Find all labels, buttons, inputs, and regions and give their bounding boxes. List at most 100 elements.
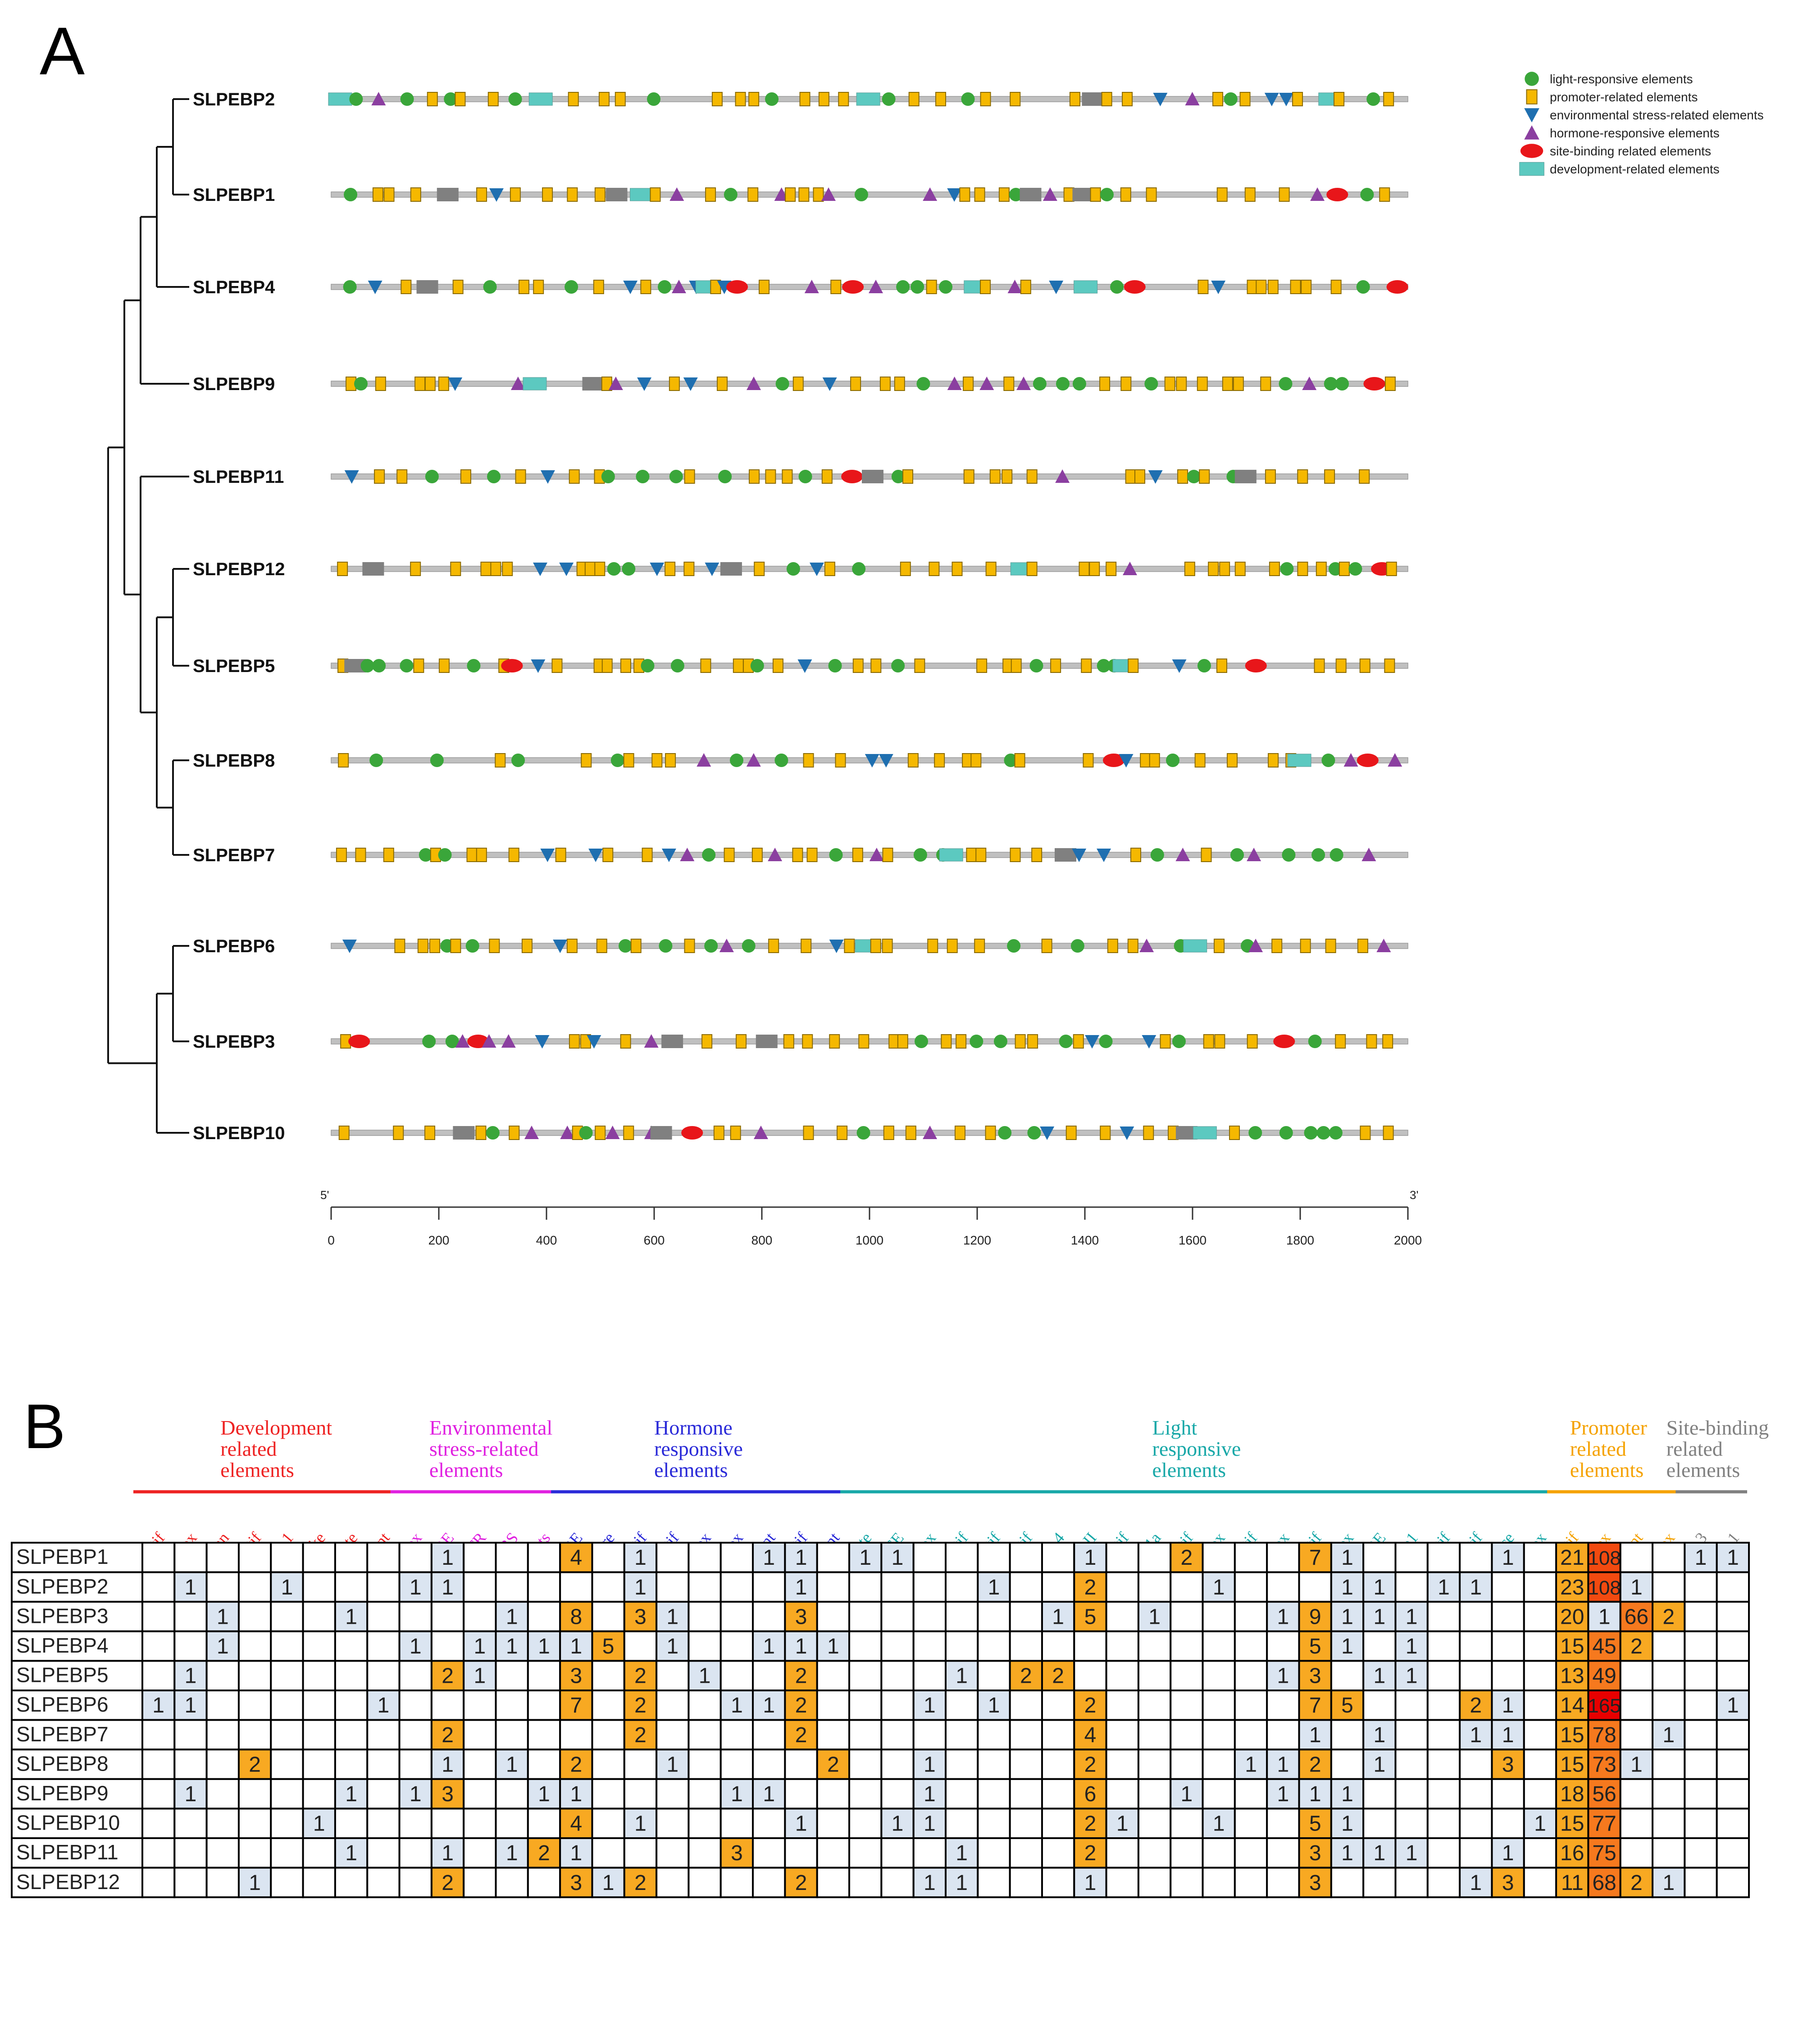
- light-responsive-mark: [419, 848, 433, 862]
- table-cell: [398, 1808, 433, 1839]
- table-cell: [1009, 1719, 1043, 1751]
- cell-value: 75: [1592, 1841, 1616, 1865]
- table-cell: [1523, 1867, 1557, 1899]
- table-cell: [527, 1660, 561, 1691]
- light-responsive-mark: [1056, 377, 1070, 391]
- table-cell: [237, 1778, 272, 1810]
- table-cell: [880, 1778, 915, 1810]
- promoter-mark: [1026, 562, 1038, 576]
- stress-mark: [809, 563, 824, 576]
- table-cell: [1137, 1542, 1172, 1573]
- table-cell: [1459, 1660, 1493, 1691]
- table-cell: [1426, 1660, 1461, 1691]
- cell-value: 1: [763, 1782, 775, 1806]
- development-mark: [328, 92, 352, 106]
- table-cell: [1684, 1778, 1718, 1810]
- cell-value: 3: [570, 1664, 582, 1688]
- table-cell: [430, 1867, 465, 1899]
- promoter-mark: [336, 848, 347, 862]
- stress-mark: [1524, 108, 1539, 123]
- cell-value: 1: [1341, 1635, 1353, 1658]
- table-cell: [302, 1571, 336, 1603]
- cell-value: 1: [795, 1812, 807, 1836]
- cell-value: 1: [538, 1635, 550, 1658]
- table-cell: [591, 1690, 625, 1721]
- cell-value: 20: [1560, 1605, 1584, 1629]
- cell-value: 1: [1341, 1782, 1353, 1806]
- cell-value: 1: [442, 1841, 454, 1865]
- stress-mark: [540, 849, 555, 862]
- table-cell: [1266, 1571, 1300, 1603]
- development-mark: [630, 188, 654, 201]
- track-SLPEBP12: [331, 562, 1408, 576]
- cell-value: 1: [378, 1694, 390, 1717]
- table-cell: [1073, 1630, 1107, 1662]
- promoter-mark: [1214, 939, 1225, 953]
- track-SLPEBP8: [331, 753, 1408, 768]
- table-cell: [977, 1660, 1011, 1691]
- table-cell: [719, 1778, 754, 1810]
- cell-value: 165: [1588, 1695, 1621, 1717]
- table-cell: [1684, 1867, 1718, 1899]
- stress-mark: [1040, 1126, 1055, 1140]
- table-cell: [656, 1690, 690, 1721]
- site-binding-mark: [348, 1035, 370, 1048]
- table-cell: [1555, 1542, 1589, 1573]
- cell-value: 1: [217, 1605, 229, 1629]
- table-cell: [205, 1660, 240, 1691]
- site-binding-mark: [1103, 754, 1125, 767]
- table-cell: [1394, 1778, 1429, 1810]
- table-cell: [1426, 1719, 1461, 1751]
- promoter-mark: [684, 939, 695, 953]
- cell-value: 1: [1406, 1841, 1418, 1865]
- cell-value: 2: [795, 1694, 807, 1717]
- promoter-mark: [799, 92, 810, 106]
- promoter-mark: [830, 280, 842, 294]
- site-binding-mark: [1363, 377, 1385, 391]
- table-cell: [912, 1719, 947, 1751]
- light-responsive-mark: [1329, 848, 1343, 862]
- cell-value: 13: [1560, 1664, 1584, 1688]
- cell-value: 1: [634, 1812, 647, 1836]
- promoter-mark: [870, 659, 882, 673]
- table-cell: [1619, 1808, 1654, 1839]
- row-name: SLPEBP1: [16, 1545, 109, 1568]
- hormone-mark: [923, 1126, 938, 1139]
- table-cell: [1652, 1690, 1686, 1721]
- light-responsive-mark: [1329, 562, 1343, 576]
- table-cell: [173, 1749, 208, 1780]
- table-cell: [398, 1837, 433, 1869]
- cell-value: 68: [1592, 1871, 1616, 1895]
- promoter-mark: [414, 377, 426, 391]
- cell-value: 1: [1084, 1546, 1097, 1570]
- cell-value: 2: [1630, 1871, 1643, 1895]
- table-cell: [398, 1867, 433, 1899]
- promoter-mark: [1020, 280, 1031, 294]
- table-cell: [527, 1749, 561, 1780]
- light-responsive-mark: [636, 470, 650, 483]
- promoter-mark: [1247, 1034, 1258, 1049]
- table-cell: [784, 1601, 818, 1632]
- unknown-mark: [756, 1035, 778, 1048]
- cell-value: 3: [634, 1605, 647, 1629]
- hormone-mark: [455, 1034, 470, 1048]
- table-cell: [945, 1601, 979, 1632]
- cell-value: 1: [924, 1782, 936, 1806]
- table-cell: [527, 1837, 561, 1869]
- hormone-mark: [605, 1126, 620, 1139]
- table-cell: [880, 1837, 915, 1869]
- table-cell: [945, 1542, 979, 1573]
- promoter-mark: [980, 92, 991, 106]
- stress-mark: [1097, 849, 1111, 862]
- table-cell: [1234, 1660, 1268, 1691]
- table-cell: [334, 1808, 369, 1839]
- cell-value: 1: [570, 1635, 582, 1658]
- table-cell: [1491, 1778, 1525, 1810]
- promoter-mark: [947, 939, 958, 953]
- promoter-mark: [1269, 562, 1280, 576]
- table-cell: [688, 1778, 722, 1810]
- table-cell: [1170, 1542, 1204, 1573]
- promoter-mark: [801, 939, 812, 953]
- promoter-mark: [882, 848, 893, 862]
- cell-value: 1: [956, 1664, 968, 1688]
